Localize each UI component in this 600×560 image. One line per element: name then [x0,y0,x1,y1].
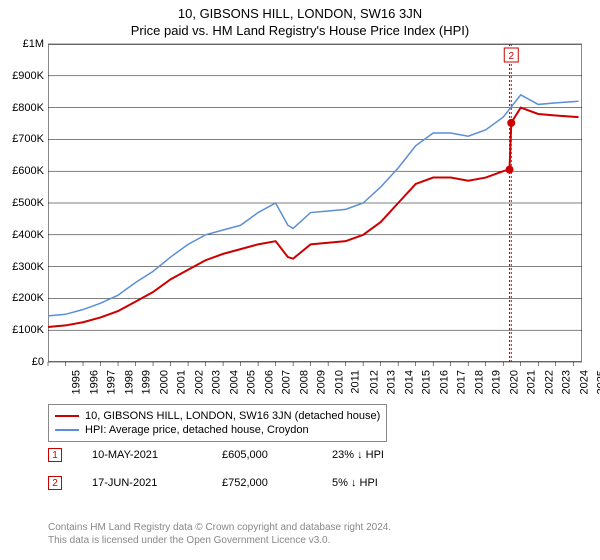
transaction-date: 10-MAY-2021 [92,449,222,461]
x-tick-label: 2013 [386,370,398,394]
x-tick-label: 2014 [403,370,415,394]
x-tick-label: 2009 [316,370,328,394]
x-tick-label: 2025 [596,370,600,394]
transaction-row: 2 17-JUN-2021£752,0005% ↓ HPI [48,476,378,490]
x-tick-label: 1997 [106,370,118,394]
transaction-row: 1 10-MAY-2021£605,00023% ↓ HPI [48,448,384,462]
x-tick-label: 2004 [228,370,240,394]
y-tick-label: £300K [4,261,44,273]
transaction-date: 17-JUN-2021 [92,477,222,489]
x-tick-label: 1996 [88,370,100,394]
legend-label: HPI: Average price, detached house, Croy… [85,424,309,436]
svg-text:2: 2 [508,51,514,62]
footer-line-1: Contains HM Land Registry data © Crown c… [48,522,391,533]
legend-swatch [55,429,79,431]
y-tick-label: £0 [4,356,44,368]
legend-item: HPI: Average price, detached house, Croy… [55,423,380,437]
y-tick-label: £100K [4,324,44,336]
transaction-change: 23% ↓ HPI [332,449,384,461]
x-tick-label: 2016 [438,370,450,394]
x-tick-label: 1995 [70,370,82,394]
x-tick-label: 2001 [176,370,188,394]
x-tick-label: 1999 [141,370,153,394]
x-tick-label: 2000 [158,370,170,394]
legend: 10, GIBSONS HILL, LONDON, SW16 3JN (deta… [48,404,387,442]
x-tick-label: 2006 [263,370,275,394]
legend-label: 10, GIBSONS HILL, LONDON, SW16 3JN (deta… [85,410,380,422]
x-tick-label: 2020 [508,370,520,394]
x-tick-label: 2010 [333,370,345,394]
x-tick-label: 1998 [123,370,135,394]
y-tick-label: £1M [4,38,44,50]
y-tick-label: £700K [4,133,44,145]
legend-swatch [55,415,79,417]
x-tick-label: 2021 [526,370,538,394]
x-tick-label: 2011 [350,370,362,394]
x-tick-label: 2023 [561,370,573,394]
x-tick-label: 2024 [578,370,590,394]
y-tick-label: £500K [4,197,44,209]
y-tick-label: £400K [4,229,44,241]
x-tick-label: 2017 [456,370,468,394]
footer-line-2: This data is licensed under the Open Gov… [48,535,330,546]
x-tick-label: 2002 [193,370,205,394]
legend-item: 10, GIBSONS HILL, LONDON, SW16 3JN (deta… [55,409,380,423]
transaction-marker: 2 [48,476,62,490]
transaction-price: £605,000 [222,449,332,461]
y-tick-label: £900K [4,70,44,82]
x-tick-label: 2022 [543,370,555,394]
transaction-price: £752,000 [222,477,332,489]
x-tick-label: 2003 [211,370,223,394]
transaction-marker: 1 [48,448,62,462]
x-tick-label: 2019 [491,370,503,394]
x-tick-label: 2005 [246,370,258,394]
x-tick-label: 2007 [281,370,293,394]
y-tick-label: £200K [4,292,44,304]
transaction-change: 5% ↓ HPI [332,477,378,489]
x-tick-label: 2008 [298,370,310,394]
y-tick-label: £800K [4,102,44,114]
x-tick-label: 2015 [421,370,433,394]
x-tick-label: 2018 [473,370,485,394]
y-tick-label: £600K [4,165,44,177]
x-tick-label: 2012 [368,370,380,394]
